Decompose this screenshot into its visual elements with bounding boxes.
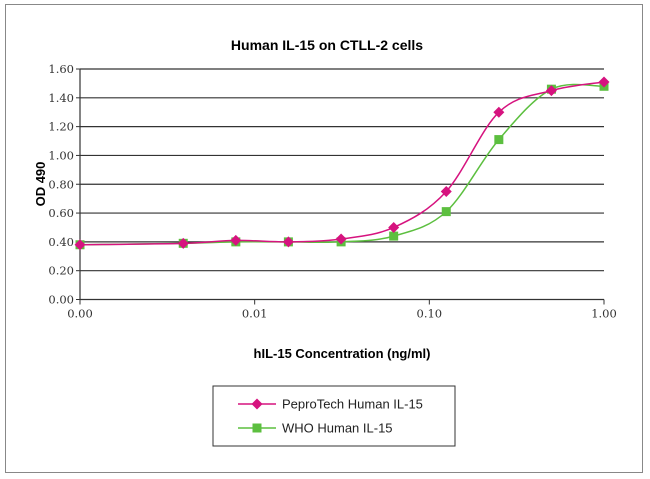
x-axis-label: hIL-15 Concentration (ng/ml) xyxy=(254,346,431,361)
y-tick-label: 1.60 xyxy=(48,62,74,76)
series-peprotech xyxy=(74,76,610,251)
data-point xyxy=(388,221,400,233)
y-tick-label: 0.60 xyxy=(48,206,74,220)
x-tick-label: 1.00 xyxy=(591,307,617,321)
data-point xyxy=(230,234,242,246)
data-point xyxy=(177,237,189,249)
data-point xyxy=(389,231,399,241)
y-axis-label: OD 490 xyxy=(33,162,48,207)
legend-marker-square-icon xyxy=(252,423,262,433)
series-who xyxy=(75,81,609,250)
series-line xyxy=(79,81,605,246)
x-tick-label: 0.00 xyxy=(67,307,93,321)
series-line xyxy=(79,83,605,246)
y-tick-label: 0.80 xyxy=(48,177,74,191)
data-point xyxy=(335,233,347,245)
y-tick-label: 1.20 xyxy=(48,120,74,134)
data-point xyxy=(545,85,557,97)
chart-title: Human IL-15 on CTLL-2 cells xyxy=(231,37,423,53)
legend: PeproTech Human IL-15 WHO Human IL-15 xyxy=(212,385,456,447)
y-tick-label: 0.00 xyxy=(48,293,74,307)
data-point xyxy=(440,185,452,197)
data-point xyxy=(494,135,504,145)
data-point xyxy=(74,239,86,251)
y-tick-label: 1.00 xyxy=(48,148,74,162)
y-tick-label: 1.40 xyxy=(48,91,74,105)
legend-label: PeproTech Human IL-15 xyxy=(282,397,423,412)
data-point xyxy=(282,236,294,248)
data-point xyxy=(441,207,451,217)
y-tick-label: 0.20 xyxy=(48,264,74,278)
y-tick-label: 0.40 xyxy=(48,235,74,249)
legend-marker-diamond-icon xyxy=(251,398,263,410)
data-point xyxy=(598,76,610,88)
x-tick-label: 0.01 xyxy=(242,307,268,321)
x-tick-label: 0.10 xyxy=(417,307,443,321)
legend-label: WHO Human IL-15 xyxy=(282,421,393,436)
data-point xyxy=(493,106,505,118)
chart-frame xyxy=(5,4,643,473)
